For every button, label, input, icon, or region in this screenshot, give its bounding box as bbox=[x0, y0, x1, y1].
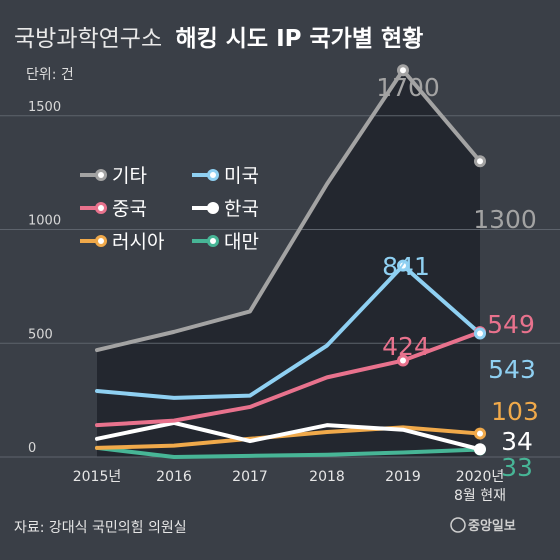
chart-title: 국방과학연구소 해킹 시도 IP 국가별 현황 bbox=[14, 26, 423, 52]
series-line-러시아 bbox=[95, 425, 482, 450]
legend-label-러시아: 러시아 bbox=[112, 231, 164, 253]
legend-label-대만: 대만 bbox=[224, 231, 259, 253]
legend-label-중국: 중국 bbox=[112, 198, 147, 220]
point-core-기타-5 bbox=[477, 158, 483, 165]
legend-marker-core-한국 bbox=[210, 205, 216, 211]
data-label-한국-5: 34 bbox=[501, 427, 533, 456]
series-line-기타 bbox=[95, 68, 482, 353]
x-tick-label-0-0: 2015년 bbox=[73, 469, 122, 485]
logo: 중앙일보 bbox=[450, 517, 516, 534]
data-label-미국-4: 841 bbox=[382, 252, 430, 281]
data-label-중국-4: 424 bbox=[382, 332, 430, 361]
legend-marker-core-기타 bbox=[98, 172, 104, 178]
x-tick-label-4-0: 2019 bbox=[385, 469, 421, 485]
data-label-기타-4: 1700 bbox=[376, 73, 440, 102]
y-tick-label-1000: 1000 bbox=[28, 214, 61, 229]
data-label-러시아-5: 103 bbox=[491, 397, 539, 426]
x-tick-label-1-0: 2016 bbox=[156, 469, 192, 485]
x-tick-label-5-1: 8월 현재 bbox=[454, 488, 506, 504]
x-tick-label-2-0: 2017 bbox=[232, 469, 268, 485]
y-tick-label-0: 0 bbox=[28, 441, 36, 456]
legend-label-미국: 미국 bbox=[224, 165, 259, 187]
data-label-중국-5: 549 bbox=[487, 310, 535, 339]
total-area bbox=[97, 70, 480, 457]
series-line-중국 bbox=[95, 330, 482, 428]
y-tick-label-1500: 1500 bbox=[28, 100, 61, 115]
data-label-미국-5: 543 bbox=[488, 355, 536, 384]
unit-label: 단위: 건 bbox=[26, 67, 74, 83]
source-label: 자료: 강대식 국민의힘 의원실 bbox=[14, 520, 187, 536]
legend-marker-core-미국 bbox=[210, 172, 216, 178]
point-core-미국-5 bbox=[477, 330, 483, 337]
point-core-한국-5 bbox=[477, 446, 483, 453]
title-regular: 국방과학연구소 bbox=[14, 26, 162, 52]
x-tick-label-3-0: 2018 bbox=[309, 469, 345, 485]
y-tick-label-500: 500 bbox=[28, 327, 53, 342]
data-label-대만-5: 33 bbox=[501, 453, 533, 482]
logo-text: 중앙일보 bbox=[468, 518, 516, 534]
legend-marker-core-러시아 bbox=[98, 238, 104, 244]
plot-area: 0 500 1000 1500 2015년 2016 2017 2018 2019 2020년 8월… bbox=[0, 64, 560, 504]
series-line-미국 bbox=[95, 263, 482, 400]
point-core-러시아-5 bbox=[477, 430, 483, 437]
point-core-미국-4 bbox=[400, 262, 406, 269]
point-core-기타-4 bbox=[400, 67, 406, 74]
legend-marker-core-중국 bbox=[98, 205, 104, 211]
point-core-중국-4 bbox=[400, 357, 406, 364]
x-tick-label-5-0: 2020년 bbox=[456, 469, 505, 485]
legend-label-기타: 기타 bbox=[112, 165, 147, 187]
legend-label-한국: 한국 bbox=[224, 198, 259, 220]
data-label-기타-5: 1300 bbox=[473, 205, 537, 234]
series-line-한국 bbox=[95, 420, 482, 452]
legend-marker-core-대만 bbox=[210, 238, 216, 244]
logo-mark-icon bbox=[450, 517, 466, 533]
title-bold: 해킹 시도 IP 국가별 현황 bbox=[175, 26, 423, 52]
series-line-대만 bbox=[95, 445, 482, 459]
